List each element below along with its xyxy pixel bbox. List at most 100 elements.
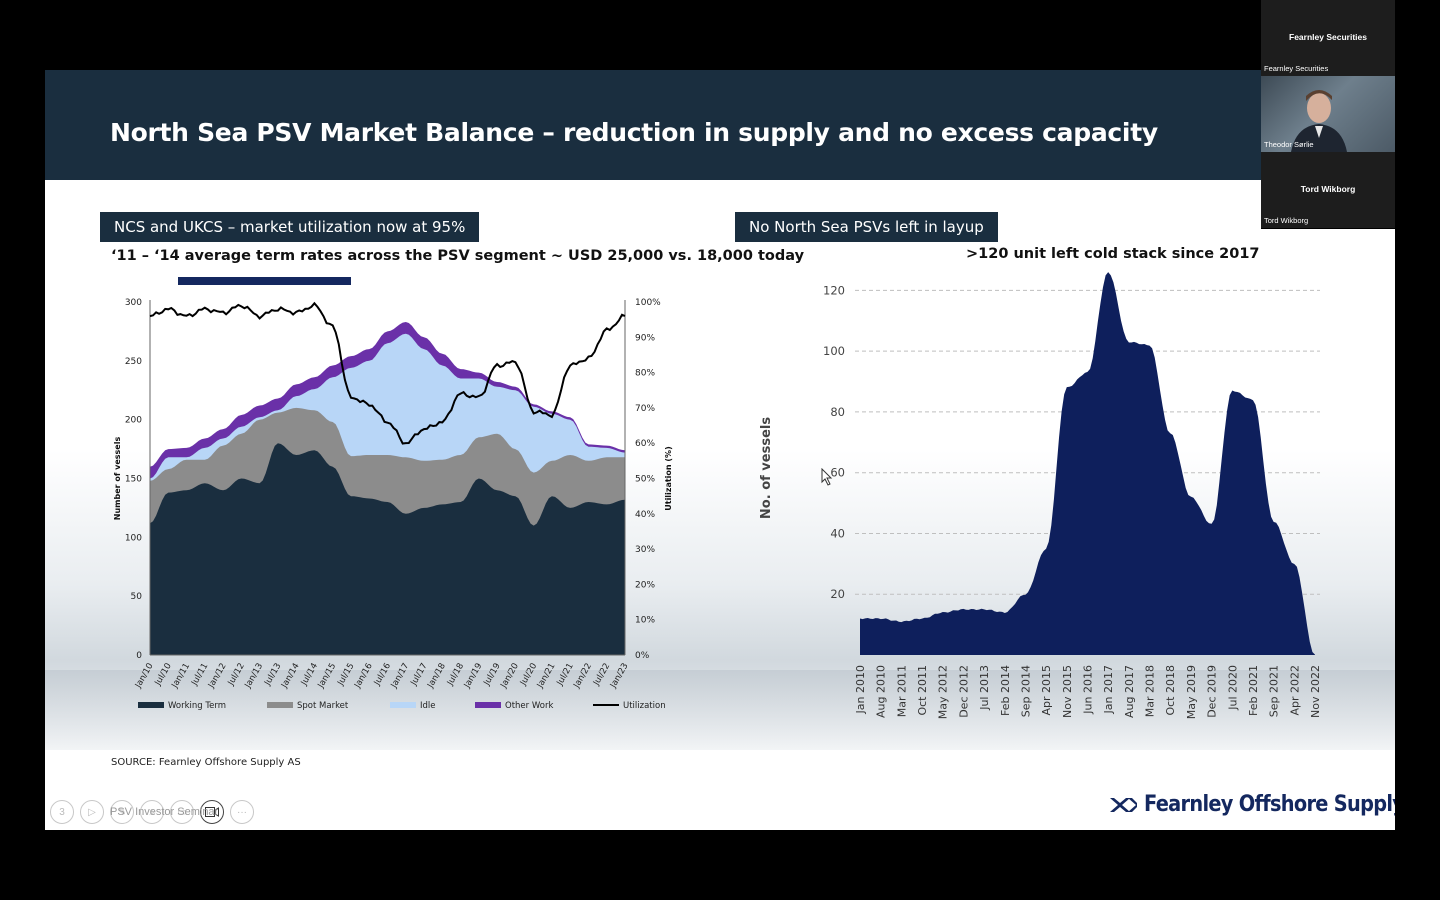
x-tick-label: Mar 2011 (895, 665, 908, 717)
participant-avatar-icon (1291, 90, 1347, 152)
x-tick-label: Jan/13 (243, 662, 266, 691)
legend-item: Working Term (138, 701, 226, 711)
y2-tick-label: 100% (635, 298, 661, 308)
x-tick-label: Feb 2021 (1247, 665, 1260, 716)
presentation-controls: 3 ▷ ✎ ⌕ ▭ ··· PSV Investor Seminar (50, 800, 254, 824)
x-tick-label: Jan/15 (316, 662, 339, 691)
participant-label: Fearnley Securities (1264, 64, 1329, 73)
area-series-working-term (150, 443, 625, 655)
y2-tick-label: 70% (635, 404, 655, 414)
x-tick-label: Jan/21 (535, 662, 558, 691)
x-tick-label: Jan 2017 (1102, 665, 1115, 714)
y-axis-title: No. of vessels (759, 417, 774, 519)
y2-axis-title: Utilization (%) (664, 446, 673, 510)
more-options-button[interactable]: ··· (230, 800, 254, 824)
x-tick-label: May 2012 (937, 665, 950, 719)
pen-tool-button[interactable]: ✎ (110, 800, 134, 824)
x-tick-label: Jan/11 (170, 662, 193, 691)
y-tick-label: 150 (125, 475, 142, 485)
right-section-label: No North Sea PSVs left in layup (735, 212, 998, 242)
y-tick-label: 250 (125, 357, 142, 367)
right-subheading: >120 unit left cold stack since 2017 (966, 246, 1260, 262)
participant-name: Fearnley Securities (1289, 32, 1367, 42)
logo-text: Fearnley Offshore Supply (1144, 792, 1395, 817)
y-axis-title: Number of vessels (113, 437, 122, 521)
x-tick-label: Jan/18 (425, 662, 448, 691)
y2-tick-label: 0% (635, 651, 650, 661)
y-tick-label: 0 (136, 651, 142, 661)
x-tick-label: Jun 2016 (1082, 665, 1095, 715)
camera-button[interactable] (200, 800, 224, 824)
x-tick-label: Nov 2022 (1309, 665, 1322, 718)
left-subheading: ‘11 – ‘14 average term rates across the … (111, 248, 805, 264)
participant-video-theodor[interactable]: Theodor Sørlie (1261, 76, 1395, 152)
x-tick-label: Jan/10 (133, 662, 156, 691)
x-tick-label: Apr 2022 (1288, 665, 1301, 716)
mouse-cursor-icon (821, 468, 833, 486)
x-tick-label: Aug 2017 (1123, 665, 1136, 718)
y-tick-label: 120 (823, 283, 845, 297)
legend-swatch (390, 702, 416, 708)
legend-item: Idle (390, 701, 436, 711)
x-tick-label: Nov 2015 (1061, 665, 1074, 718)
accent-bar (178, 277, 351, 285)
zoom-button[interactable]: ⌕ (140, 800, 164, 824)
camera-icon (205, 807, 219, 817)
participant-label: Theodor Sørlie (1264, 140, 1314, 149)
psv-layup-chart: 20 40 60 80 100 120 Jan 2010 Aug 2010 Mar 2011 Oc… (745, 260, 1335, 745)
x-tick-label: Apr 2015 (1040, 665, 1053, 716)
x-tick-label: Oct 2018 (1164, 665, 1177, 716)
x-tick-label: Jul 2020 (1226, 665, 1239, 711)
slide-header: North Sea PSV Market Balance – reduction… (45, 70, 1395, 180)
participant-tile-tord[interactable]: Tord Wikborg Tord Wikborg (1261, 152, 1395, 228)
legend-item: Utilization (593, 701, 666, 711)
page-number: 3 (59, 806, 65, 818)
y-tick-label: 100 (125, 533, 142, 543)
market-utilization-svg: 0 50 100 150 200 250 300 0% 10% 20% 30% 40% 50% 60% 70… (113, 298, 673, 711)
legend-swatch (267, 702, 293, 708)
previous-slide-button[interactable]: 3 (50, 800, 74, 824)
x-tick-label: Jan/12 (206, 662, 229, 691)
x-tick-label: Jan/17 (389, 662, 412, 691)
legend-item: Spot Market (267, 701, 349, 711)
x-tick-label: Dec 2012 (957, 665, 970, 718)
x-tick-label: Jan/23 (608, 662, 631, 691)
participant-tile-fearnley[interactable]: Fearnley Securities Fearnley Securities (1261, 0, 1395, 76)
y-tick-label: 40 (830, 526, 845, 540)
x-tick-label: Jan/20 (498, 662, 521, 691)
fearnley-logo-icon (1110, 797, 1137, 812)
x-tick-label: Jan/16 (352, 662, 375, 691)
subtitles-button[interactable]: ▭ (170, 800, 194, 824)
next-slide-button[interactable]: ▷ (80, 800, 104, 824)
accent-tick (264, 271, 265, 277)
x-tick-label: Jan 2010 (854, 665, 867, 714)
utilization-line (149, 301, 626, 445)
legend-item: Other Work (475, 701, 553, 711)
legend-label: Utilization (623, 701, 666, 711)
participant-name: Tord Wikborg (1300, 184, 1356, 194)
presenter-label: PSV Investor Seminar (110, 806, 219, 818)
participants-panel: Fearnley Securities Fearnley Securities … (1261, 0, 1395, 229)
legend-label: Idle (420, 701, 436, 711)
x-tick-label: Sep 2014 (1019, 665, 1032, 717)
y2-tick-label: 20% (635, 580, 655, 590)
x-tick-label: Jul 2013 (978, 665, 991, 711)
x-tick-label: Jan/14 (279, 662, 302, 691)
x-tick-label: Jan/19 (462, 662, 485, 691)
y2-tick-label: 40% (635, 510, 655, 520)
layup-area (860, 272, 1315, 655)
y2-tick-label: 50% (635, 475, 655, 485)
legend-label: Spot Market (297, 701, 349, 711)
x-tick-label: Aug 2010 (875, 665, 888, 718)
psv-layup-svg: 20 40 60 80 100 120 Jan 2010 Aug 2010 Mar 2011 Oc… (759, 272, 1322, 719)
x-tick-label: Dec 2019 (1206, 665, 1219, 718)
legend-swatch (138, 702, 164, 708)
legend-label: Other Work (505, 701, 553, 711)
x-tick-label: Feb 2014 (999, 665, 1012, 716)
x-tick-label: Mar 2018 (1144, 665, 1157, 717)
y-tick-label: 200 (125, 416, 142, 426)
x-tick-label: Oct 2011 (916, 665, 929, 716)
fearnley-logo: Fearnley Offshore Supply (1108, 792, 1395, 817)
water-background-lower (45, 670, 1395, 750)
slide-title: North Sea PSV Market Balance – reduction… (110, 118, 1158, 147)
